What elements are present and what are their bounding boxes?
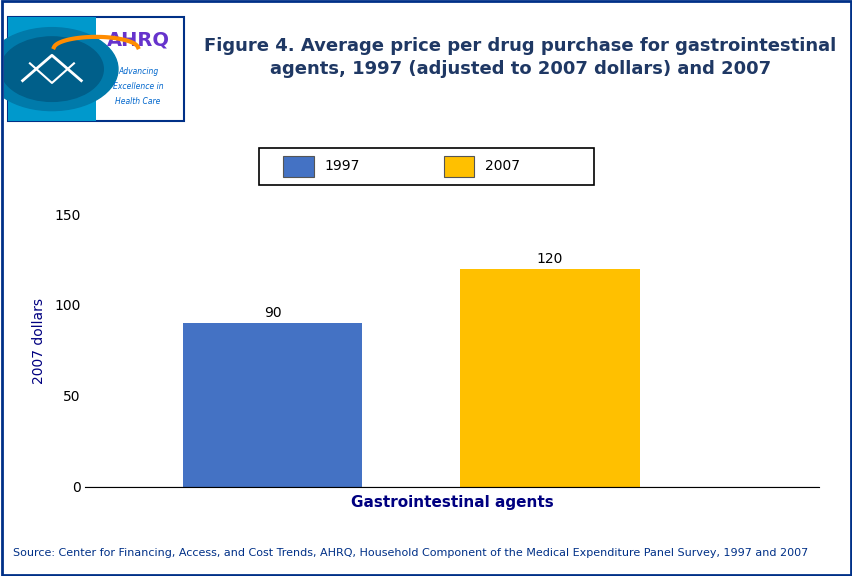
Text: 2007: 2007 [484, 160, 519, 173]
Bar [8, 17, 95, 121]
Text: Figure 4. Average price per drug purchase for gastrointestinal
agents, 1997 (adj: Figure 4. Average price per drug purchas… [204, 37, 836, 78]
Text: Advancing: Advancing [118, 67, 158, 76]
Text: AHRQ: AHRQ [106, 31, 170, 50]
Bar [283, 156, 314, 177]
Text: Excellence in: Excellence in [112, 82, 164, 91]
Text: Health Care: Health Care [115, 97, 161, 106]
Bar [443, 156, 474, 177]
Bar [460, 268, 639, 487]
Bar [183, 323, 362, 487]
Text: 120: 120 [536, 252, 562, 266]
Circle shape [1, 37, 103, 101]
Text: 1997: 1997 [324, 160, 359, 173]
Text: 90: 90 [263, 306, 281, 320]
Text: Source: Center for Financing, Access, and Cost Trends, AHRQ, Household Component: Source: Center for Financing, Access, an… [13, 548, 807, 558]
X-axis label: Gastrointestinal agents: Gastrointestinal agents [350, 495, 553, 510]
Y-axis label: 2007 dollars: 2007 dollars [32, 298, 46, 384]
Circle shape [0, 28, 118, 111]
